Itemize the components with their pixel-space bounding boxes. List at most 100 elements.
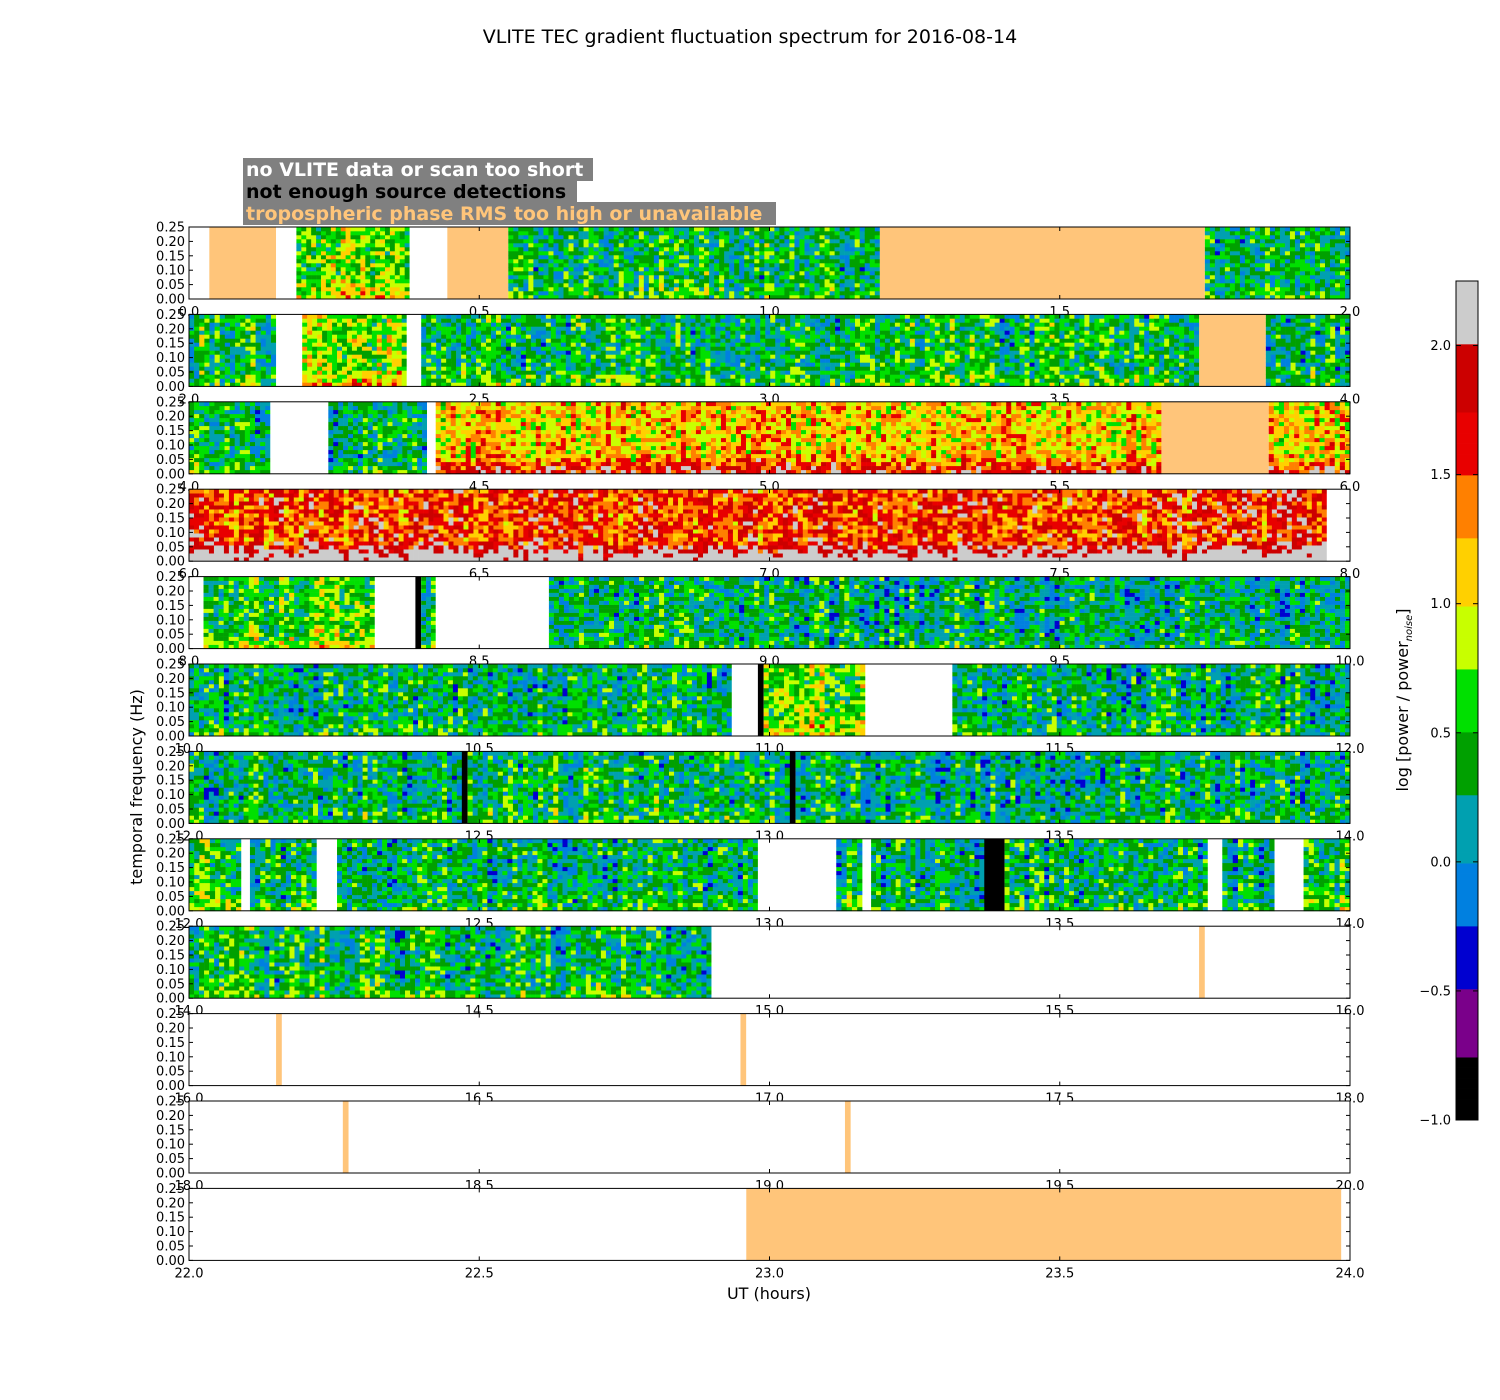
spectrum-cell	[215, 350, 220, 354]
spectrum-cell	[395, 243, 400, 247]
spectrum-cell	[825, 247, 830, 251]
spectrum-cell	[584, 259, 589, 263]
spectrum-cell	[709, 243, 714, 247]
spectrum-cell	[370, 255, 375, 259]
spectrum-cell	[365, 279, 370, 283]
spectrum-cell	[609, 239, 614, 243]
spectrum-cell	[220, 334, 225, 338]
panel-1-flag-nodata	[410, 227, 448, 299]
spectrum-cell	[714, 275, 719, 279]
spectrum-cell	[714, 251, 719, 255]
spectrum-cell	[360, 243, 365, 247]
spectrum-cell	[860, 255, 865, 259]
spectrum-cell	[1315, 227, 1320, 231]
spectrum-cell	[744, 251, 749, 255]
spectrum-cell	[1285, 227, 1290, 231]
spectrum-cell	[523, 279, 528, 283]
spectrum-cell	[351, 279, 356, 283]
spectrum-cell	[684, 267, 689, 271]
spectrum-cell	[764, 231, 769, 235]
spectrum-cell	[220, 354, 225, 358]
spectrum-cell	[1240, 263, 1245, 267]
spectrum-cell	[1230, 251, 1235, 255]
spectrum-cell	[1225, 267, 1230, 271]
spectrum-cell	[564, 275, 569, 279]
spectrum-cell	[850, 263, 855, 267]
spectrum-cell	[1295, 275, 1300, 279]
spectrum-cell	[528, 243, 533, 247]
spectrum-cell	[390, 259, 395, 263]
spectrum-cell	[1325, 251, 1330, 255]
spectrum-cell	[804, 235, 809, 239]
spectrum-cell	[1310, 291, 1315, 295]
spectrum-cell	[331, 267, 336, 271]
spectrum-cell	[769, 283, 774, 287]
spectrum-cell	[850, 231, 855, 235]
spectrum-cell	[1245, 239, 1250, 243]
spectrum-cell	[684, 251, 689, 255]
spectrum-cell	[850, 267, 855, 271]
spectrum-cell	[508, 247, 513, 251]
spectrum-cell	[1295, 235, 1300, 239]
spectrum-cell	[518, 243, 523, 247]
spectrum-cell	[729, 279, 734, 283]
spectrum-cell	[548, 283, 553, 287]
spectrum-cell	[574, 267, 579, 271]
spectrum-cell	[1305, 227, 1310, 231]
spectrum-cell	[351, 263, 356, 267]
spectrum-cell	[1280, 283, 1285, 287]
spectrum-cell	[574, 231, 579, 235]
spectrum-cell	[664, 271, 669, 275]
spectrum-cell	[769, 279, 774, 283]
spectrum-cell	[395, 263, 400, 267]
spectrum-cell	[1210, 243, 1215, 247]
spectrum-cell	[679, 227, 684, 231]
spectrum-cell	[1275, 267, 1280, 271]
spectrum-cell	[1290, 235, 1295, 239]
spectrum-cell	[518, 259, 523, 263]
spectrum-cell	[659, 227, 664, 231]
spectrum-cell	[704, 251, 709, 255]
spectrum-cell	[523, 259, 528, 263]
spectrum-cell	[804, 243, 809, 247]
spectrum-cell	[749, 235, 754, 239]
spectrum-cell	[679, 271, 684, 275]
spectrum-cell	[659, 247, 664, 251]
spectrum-cell	[614, 287, 619, 291]
spectrum-cell	[669, 283, 674, 287]
spectrum-cell	[644, 247, 649, 251]
spectrum-cell	[850, 243, 855, 247]
spectrum-cell	[538, 287, 543, 291]
spectrum-cell	[1285, 271, 1290, 275]
spectrum-cell	[764, 263, 769, 267]
spectrum-cell	[311, 235, 316, 239]
spectrum-cell	[744, 239, 749, 243]
spectrum-cell	[1285, 267, 1290, 271]
spectrum-cell	[548, 247, 553, 251]
spectrum-cell	[825, 243, 830, 247]
spectrum-cell	[365, 291, 370, 295]
spectrum-cell	[659, 235, 664, 239]
spectrum-cell	[346, 279, 351, 283]
spectrum-cell	[860, 251, 865, 255]
spectrum-cell	[1215, 291, 1220, 295]
spectrum-cell	[704, 231, 709, 235]
spectrum-cell	[619, 263, 624, 267]
spectrum-cell	[1305, 247, 1310, 251]
spectrum-cell	[215, 322, 220, 326]
spectrum-cell	[336, 271, 341, 275]
spectrum-cell	[875, 291, 880, 295]
spectrum-cell	[1245, 251, 1250, 255]
spectrum-cell	[311, 251, 316, 255]
spectrum-cell	[845, 235, 850, 239]
spectrum-cell	[513, 227, 518, 231]
spectrum-cell	[209, 342, 214, 346]
spectrum-cell	[390, 267, 395, 271]
spectrum-cell	[375, 227, 380, 231]
spectrum-cell	[209, 350, 214, 354]
spectrum-cell	[189, 314, 194, 318]
spectrum-cell	[1305, 271, 1310, 275]
spectrum-cell	[528, 279, 533, 283]
spectrum-cell	[194, 366, 199, 370]
spectrum-cell	[538, 283, 543, 287]
